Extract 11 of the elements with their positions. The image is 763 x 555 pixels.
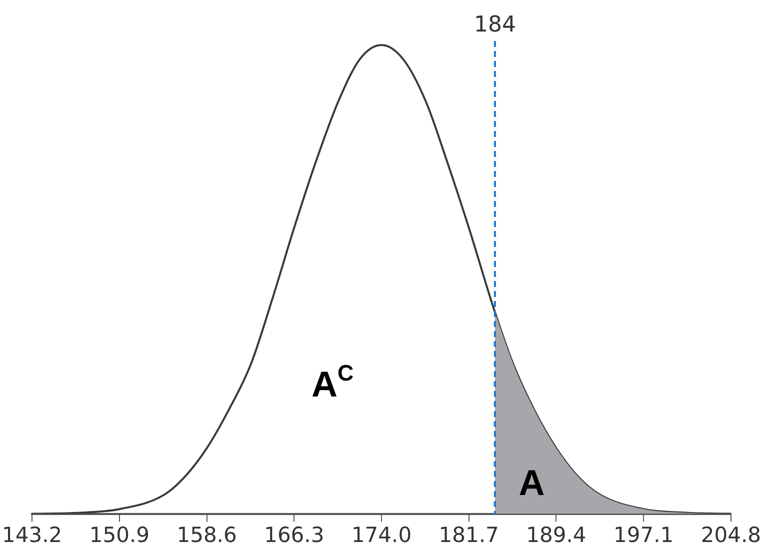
x-tick-label: 174.0 <box>351 522 412 547</box>
x-tick-label: 143.2 <box>2 522 62 547</box>
x-tick-label: 181.7 <box>438 522 499 547</box>
ref-line-label: 184 <box>474 12 516 38</box>
x-tick-label: 158.6 <box>176 522 237 547</box>
x-tick-label: 166.3 <box>264 522 324 547</box>
x-tick-label: 204.8 <box>700 522 762 547</box>
x-tick-label: 150.9 <box>89 522 150 547</box>
x-tick-label: 197.1 <box>614 522 674 547</box>
x-tick-label: 189.4 <box>526 522 586 547</box>
annotation: A <box>518 462 545 504</box>
